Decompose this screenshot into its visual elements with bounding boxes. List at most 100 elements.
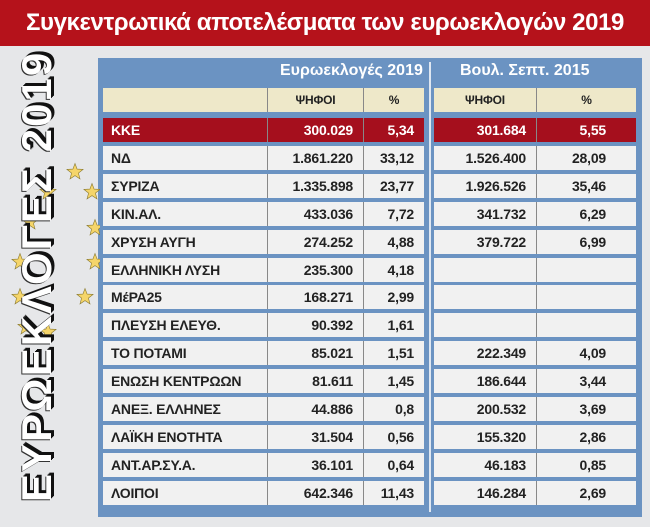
column-divider (429, 62, 431, 512)
table-row (434, 257, 636, 282)
pct-2019: 0,64 (387, 456, 415, 473)
votes-2019: 433.036 (268, 201, 364, 226)
party-name: ΕΛΛΗΝΙΚΗ ΛΥΣΗ (103, 257, 268, 282)
table-row: 341.732 6,29 (434, 201, 636, 226)
pct-2019: 1,61 (387, 317, 415, 334)
table-row: 379.722 6,99 (434, 229, 636, 254)
group-header-2015: Βουλ. Σεπτ. 2015 (460, 62, 590, 79)
left-header-row: ΨΗΦΟΙ % (103, 88, 424, 112)
pct-2019: 0,56 (387, 428, 415, 445)
votes-2019: 274.252 (268, 229, 364, 254)
votes-2019: 81.611 (268, 369, 364, 394)
side-label: ΕΥΡΩΕΚΛΟΓΕΣ 2019 (13, 50, 60, 502)
pct-2015: 3,44 (579, 373, 607, 390)
votes-2015 (434, 313, 537, 338)
pct-header: % (581, 93, 592, 107)
party-name: ΜέΡΑ25 (103, 285, 268, 310)
pct-2019: 23,77 (379, 177, 414, 194)
table-row: ΠΛΕΥΣΗ ΕΛΕΥΘ. 90.392 1,61 (103, 313, 424, 338)
table-row: ΕΛΛΗΝΙΚΗ ΛΥΣΗ 235.300 4,18 (103, 257, 424, 282)
group-header-2019: Ευρωεκλογές 2019 (280, 62, 423, 79)
table-row: ΛΑΪΚΗ ΕΝΟΤΗΤΑ 31.504 0,56 (103, 424, 424, 449)
votes-2019: 85.021 (268, 341, 364, 366)
party-header (103, 88, 268, 112)
votes-2019: 642.346 (268, 480, 364, 505)
votes-2019: 31.504 (268, 424, 364, 449)
table-row: 155.320 2,86 (434, 424, 636, 449)
votes-header: ΨΗΦΟΙ (268, 88, 364, 112)
pct-2015: 2,69 (579, 484, 607, 501)
pct-2019: 33,12 (379, 149, 414, 166)
table-row: ΚΙΝ.ΑΛ. 433.036 7,72 (103, 201, 424, 226)
party-name: ΑΝΤ.ΑΡ.ΣΥ.Α. (103, 452, 268, 477)
votes-2019: 90.392 (268, 313, 364, 338)
table-row: 186.644 3,44 (434, 369, 636, 394)
table-row: ΧΡΥΣΗ ΑΥΓΗ 274.252 4,88 (103, 229, 424, 254)
table-row: 222.349 4,09 (434, 341, 636, 366)
party-name: ΚΚΕ (103, 118, 268, 142)
table-row: ΑΝΕΞ. ΕΛΛΗΝΕΣ 44.886 0,8 (103, 397, 424, 421)
votes-2015: 341.732 (434, 201, 537, 226)
party-name: ΝΔ (103, 145, 268, 170)
table-row: ΕΝΩΣΗ ΚΕΝΤΡΩΩΝ 81.611 1,45 (103, 369, 424, 394)
page-title: Συγκεντρωτικά αποτελέσματα των ευρωεκλογ… (0, 0, 650, 46)
star-icon (83, 182, 100, 200)
pct-2015 (537, 258, 636, 282)
party-name: ΠΛΕΥΣΗ ΕΛΕΥΘ. (103, 313, 268, 338)
pct-2019: 0,8 (395, 401, 414, 417)
star-icon (17, 317, 35, 335)
table-row: ΑΝΤ.ΑΡ.ΣΥ.Α. 36.101 0,64 (103, 452, 424, 477)
pct-header: % (388, 93, 400, 107)
table-row: ΜέΡΑ25 168.271 2,99 (103, 285, 424, 310)
pct-2019: 4,18 (387, 261, 415, 278)
star-icon (86, 252, 100, 270)
table-row: 146.284 2,69 (434, 480, 636, 505)
table-row: 301.684 5,55 (434, 118, 636, 142)
party-name: ΑΝΕΞ. ΕΛΛΗΝΕΣ (103, 397, 268, 421)
pct-2015: 28,09 (571, 149, 606, 166)
pct-2019: 7,72 (387, 205, 415, 222)
table-row (434, 313, 636, 338)
votes-2015 (434, 257, 537, 282)
pct-2019: 11,43 (380, 484, 414, 501)
pct-2015: 6,99 (579, 233, 607, 250)
votes-header: ΨΗΦΟΙ (434, 88, 537, 112)
table-row: ΝΔ 1.861.220 33,12 (103, 145, 424, 170)
votes-2015: 301.684 (434, 118, 537, 142)
pct-2015: 6,29 (579, 205, 607, 222)
table-row: 46.183 0,85 (434, 452, 636, 477)
table-row: ΚΚΕ 300.029 5,34 (103, 118, 424, 142)
votes-2015: 1.926.526 (434, 173, 537, 198)
party-name: ΛΑΪΚΗ ΕΝΟΤΗΤΑ (103, 424, 268, 449)
star-icon (11, 287, 29, 305)
star-icon (21, 212, 39, 230)
votes-2019: 44.886 (268, 397, 364, 421)
votes-2015: 222.349 (434, 341, 537, 366)
party-name: ΕΝΩΣΗ ΚΕΝΤΡΩΩΝ (103, 369, 268, 394)
eu-stars-decoration (11, 162, 100, 340)
pct-2019: 2,99 (387, 289, 415, 306)
pct-2015: 2,86 (579, 428, 607, 445)
pct-2015: 4,09 (579, 345, 607, 362)
table-row: ΛΟΙΠΟΙ 642.346 11,43 (103, 480, 424, 505)
votes-2019: 235.300 (268, 257, 364, 282)
votes-2019: 300.029 (268, 118, 364, 142)
votes-2015: 155.320 (434, 424, 537, 449)
party-name: ΛΟΙΠΟΙ (103, 480, 268, 505)
table-row: ΣΥΡΙΖΑ 1.335.898 23,77 (103, 173, 424, 198)
pct-2019: 1,51 (387, 345, 415, 362)
votes-2019: 36.101 (268, 452, 364, 477)
votes-2015: 146.284 (434, 480, 537, 505)
pct-2019: 1,45 (387, 373, 415, 390)
votes-2019: 1.861.220 (268, 145, 364, 170)
pct-2015: 0,85 (579, 456, 607, 473)
table-row: 1.526.400 28,09 (434, 145, 636, 170)
table-row (434, 285, 636, 310)
star-icon (39, 182, 57, 200)
party-name: ΣΥΡΙΖΑ (103, 173, 268, 198)
pct-2019: 4,88 (387, 233, 415, 250)
votes-2015: 200.532 (434, 397, 537, 421)
votes-2019: 1.335.898 (268, 173, 364, 198)
star-icon (66, 162, 84, 180)
pct-2015: 35,46 (571, 177, 606, 194)
